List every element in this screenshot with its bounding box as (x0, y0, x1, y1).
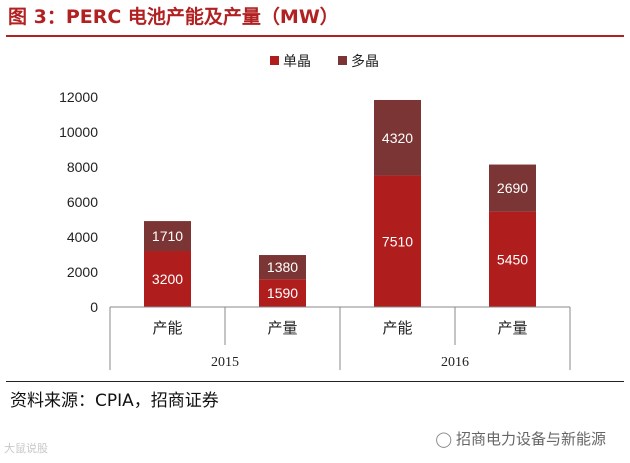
x-group-label-1: 2016 (441, 355, 469, 370)
data-label-多晶-0: 1710 (152, 228, 183, 244)
bar-单晶-1 (259, 279, 306, 307)
title-divider (6, 35, 624, 37)
y-tick-label-1: 2000 (67, 264, 98, 280)
watermark-right: ◯ 招商电力设备与新能源 (435, 428, 606, 449)
legend-label-0: 单晶 (283, 54, 311, 70)
wechat-icon: ◯ (435, 430, 452, 448)
source-note: 资料来源：CPIA，招商证券 (10, 391, 219, 411)
bar-多晶-0 (144, 221, 191, 251)
bar-单晶-2 (374, 175, 421, 307)
x-category-label-1: 产量 (267, 319, 297, 337)
watermark-right-text: 招商电力设备与新能源 (455, 430, 606, 448)
x-category-label-0: 产能 (152, 319, 182, 337)
bar-多晶-2 (374, 99, 421, 176)
data-label-多晶-3: 2690 (497, 180, 528, 196)
y-tick-label-2: 4000 (67, 229, 98, 245)
legend-swatch-1 (338, 56, 347, 65)
bar-单晶-0 (144, 251, 191, 307)
y-tick-label-4: 8000 (67, 159, 98, 175)
y-tick-label-0: 0 (90, 299, 98, 315)
x-category-label-2: 产能 (382, 319, 412, 337)
data-label-单晶-3: 5450 (497, 251, 528, 267)
bar-单晶-3 (489, 211, 536, 307)
x-group-label-0: 2015 (211, 355, 239, 370)
bar-多晶-3 (489, 164, 536, 212)
legend-label-1: 多晶 (351, 53, 379, 70)
data-label-单晶-2: 7510 (382, 233, 413, 249)
bar-多晶-1 (259, 255, 306, 280)
data-label-单晶-1: 1590 (267, 285, 298, 301)
source-divider (6, 381, 624, 382)
watermark-left: 大鼠说股 (4, 442, 48, 455)
data-label-单晶-0: 3200 (152, 271, 183, 287)
legend-swatch-0 (270, 56, 279, 65)
y-tick-label-5: 10000 (59, 124, 98, 140)
y-tick-label-6: 12000 (59, 89, 98, 105)
data-label-多晶-1: 1380 (267, 259, 298, 275)
data-label-多晶-2: 4320 (382, 130, 413, 146)
stacked-bar-chart: 0 2000 4000 6000 8000 10000 12000 3200 1710 1590 1… (59, 53, 571, 370)
figure-title: 图 3：PERC 电池产能及产量（MW） (8, 6, 339, 28)
x-category-label-3: 产量 (497, 319, 527, 337)
y-tick-label-3: 6000 (67, 194, 98, 210)
